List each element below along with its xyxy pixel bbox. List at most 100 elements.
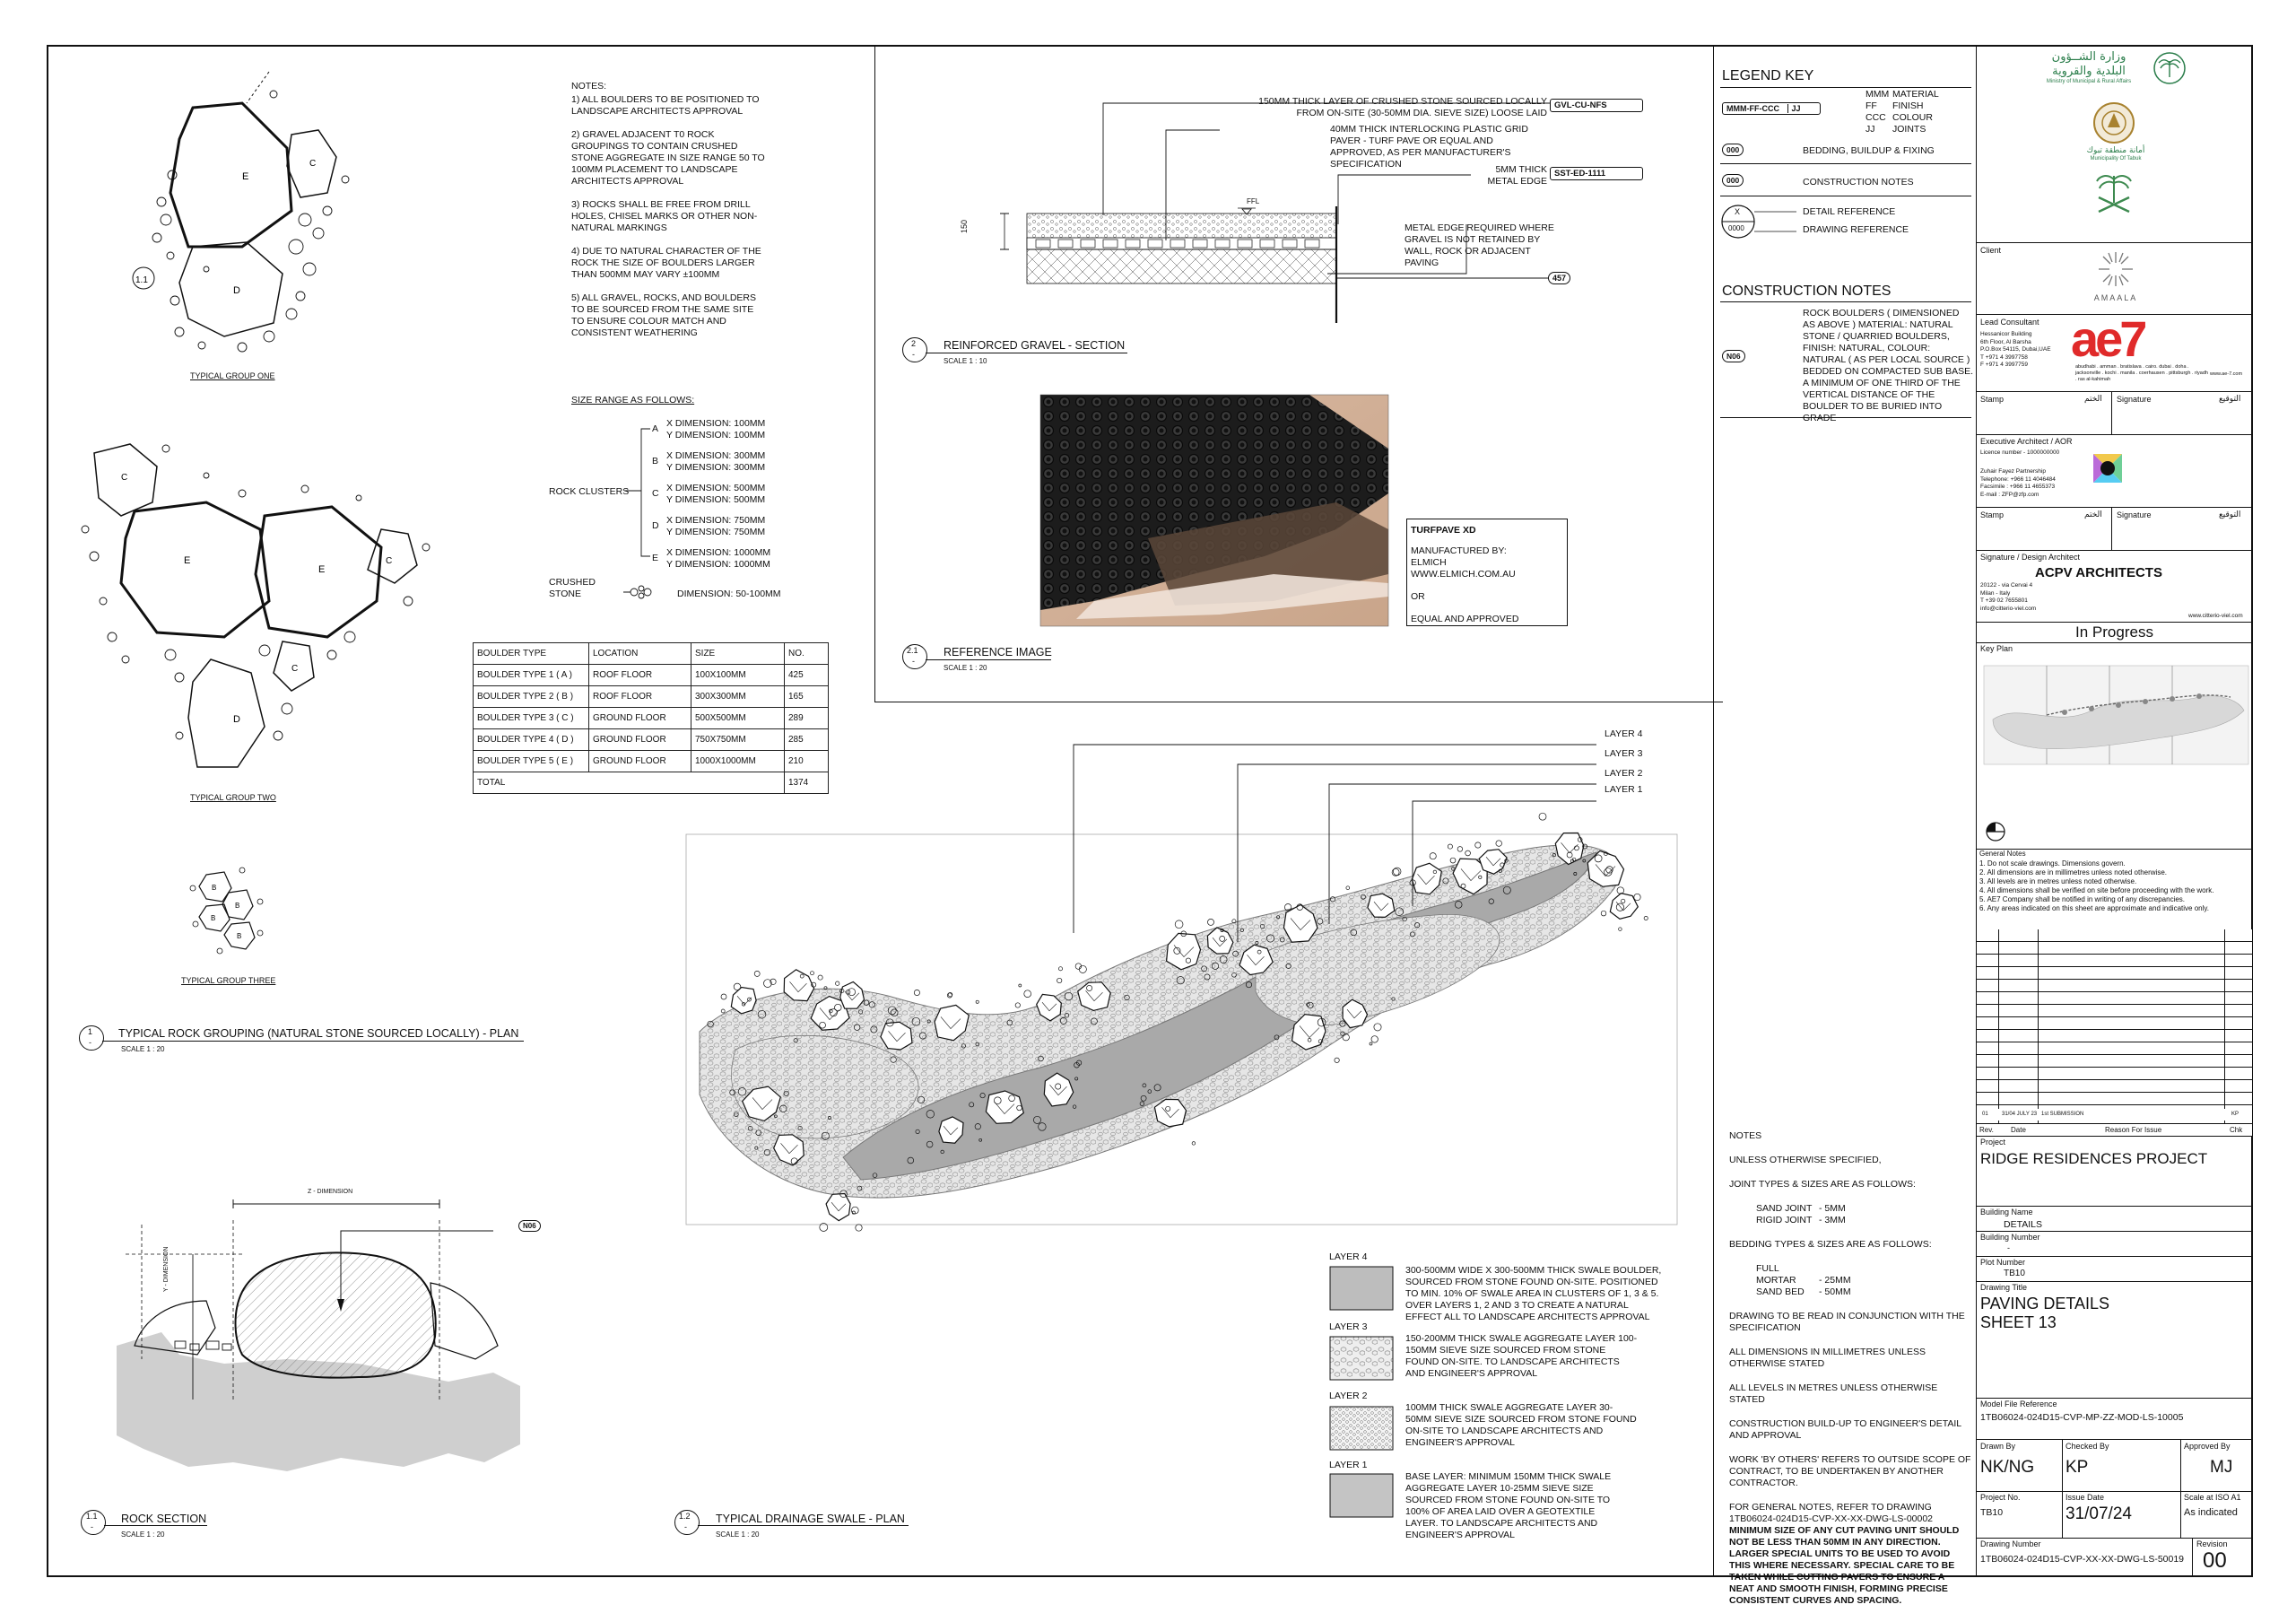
reinforced-gravel-section-drawing [1000, 102, 1614, 323]
swale-pebble [913, 990, 920, 996]
swale-pebble [1284, 903, 1292, 911]
project-no: TB10 [1980, 1507, 2004, 1518]
size-row-d: DX DIMENSION: 750mm Y DIMENSION: 750mm [652, 515, 766, 537]
swale-pebble [1474, 842, 1482, 849]
view1-scale: SCALE 1 : 20 [121, 1045, 165, 1053]
tb-rule-1 [1977, 242, 2252, 243]
boulder-schedule-table: BOULDER TYPE LOCATION SIZE NO. BOULDER TYPE… [473, 642, 829, 794]
lower-note-buildup: CONSTRUCTION BUILD-UP TO ENGINEER'S DETA… [1729, 1418, 1961, 1441]
swale-pebble [1373, 1023, 1382, 1032]
legend-column-divider [1713, 45, 1714, 1575]
svg-text:C: C [309, 159, 316, 169]
licence-number: Licence number - 1000000000 [1980, 449, 2060, 456]
view1-number: 1 [88, 1027, 93, 1036]
swale-pebble [1402, 916, 1407, 922]
signature-arabic: التوقيع [2219, 395, 2241, 404]
swale-pebble [1391, 997, 1396, 1001]
swale-pebble [1342, 1033, 1350, 1042]
swale-pebble [823, 986, 828, 990]
swale-pebble [793, 1038, 798, 1043]
swale-boulder [938, 1116, 964, 1144]
view12-title-underline [698, 1525, 909, 1526]
plot-number: TB10 [2004, 1269, 2025, 1278]
swale-pebble [1180, 930, 1187, 937]
swale-pebble [1574, 845, 1579, 851]
view2-title: REINFORCED GRAVEL - SECTION [944, 339, 1126, 352]
swale-pebble [870, 1025, 878, 1033]
revision-row: 01 31/04 JULY 23 1st SUBMISSION KP [1977, 1109, 2252, 1121]
drawn-checked-divider-1 [2062, 1439, 2063, 1538]
callout-plastic-grid: 40mm THICK INTERLOCKING PLASTIC GRID PAV… [1330, 124, 1528, 170]
table-row: BOULDER TYPE 3 ( C ) GROUND FLOOR 500X500m… [473, 707, 829, 729]
swale-pebble [1074, 963, 1083, 970]
swale-pebble [887, 1006, 897, 1016]
model-ref: 1TB06024-024D15-CVP-MP-ZZ-MOD-LS-10005 [1980, 1412, 2184, 1423]
swale-pebble [834, 1003, 842, 1012]
swale-pebble [1038, 1122, 1047, 1131]
zfp-logo-icon [2093, 454, 2122, 483]
swale-pebble [783, 1090, 789, 1096]
swale-pebble [868, 1001, 875, 1008]
swale-pebble [1274, 1034, 1280, 1041]
swale-pebble [741, 1002, 746, 1007]
swale-pebble [1231, 919, 1237, 924]
swale-pebble [819, 1223, 829, 1232]
ministry-logo: وزارة الشــؤون البلدية والقروية Ministry… [2039, 50, 2237, 95]
swale-pebble [845, 990, 851, 995]
revision-number: 00 [2203, 1548, 2227, 1573]
drawing-title-label: Drawing Title [1980, 1283, 2028, 1292]
svg-text:E: E [184, 555, 190, 566]
signature2-divider [2111, 507, 2112, 550]
swale-pebble [1064, 991, 1074, 1001]
key-plan-map [1983, 665, 2249, 765]
swale-pebble [978, 1138, 983, 1142]
signature2-arabic: التوقيع [2219, 510, 2241, 519]
model-ref-label: Model File Reference [1980, 1400, 2057, 1408]
revision-grid-col-1 [1998, 929, 1999, 1136]
swale-pebble [1370, 1035, 1378, 1043]
plan-notes-heading: NOTES: [571, 81, 607, 92]
swale-pebble [1605, 866, 1613, 874]
svg-text:B: B [212, 884, 216, 892]
swale-pebble [1259, 923, 1265, 929]
swale-pebble [917, 1095, 926, 1103]
swale-pebble [720, 1008, 726, 1014]
tb-rule-7 [1977, 622, 2252, 623]
lead-address: Hessanicor Building 6th Floor, Al Barsha P… [1980, 331, 2051, 368]
swale-pebble [1307, 1001, 1314, 1009]
tb-rule-9 [1977, 849, 2252, 850]
tb-rule-15 [1977, 1281, 2252, 1282]
swale-pebble [1006, 1019, 1013, 1026]
swale-pebble [918, 1032, 926, 1040]
swale-pebble [1038, 1055, 1044, 1062]
tb-rule-3 [1977, 391, 2252, 392]
swale-pebble [1498, 868, 1502, 874]
swale-pebble [1231, 972, 1237, 978]
tb-rule-16 [1977, 1398, 2252, 1399]
typical-group-one-drawing: E C D 1.1 [132, 71, 350, 353]
size-row-b: BX DIMENSION: 300mm Y DIMENSION: 300mm [652, 450, 766, 473]
general-note-1: 1. Do not scale drawings. Dimensions gov… [1979, 859, 2126, 868]
swale-pebble [1621, 898, 1626, 903]
swale-pebble [1633, 893, 1641, 902]
reference-or: OR [1411, 591, 1425, 602]
construction-notes-text: ROCK BOULDERS ( DIMENSIONED AS ABOVE ) M… [1803, 308, 1974, 423]
construction-notes-rule [1720, 301, 1971, 302]
swale-pebble [1257, 949, 1262, 955]
swale-pebble [1329, 896, 1336, 903]
swale-pebble [1142, 1083, 1147, 1088]
tag-sst-ed-1111: SST-ED-1111 [1550, 167, 1643, 180]
ffl-label: FFL [1247, 197, 1260, 205]
swale-pebble [799, 973, 804, 979]
swale-pebble [975, 1042, 980, 1047]
swale-boulder [1342, 998, 1369, 1029]
swale-pebble [1615, 903, 1624, 911]
swale-pebble [1204, 973, 1211, 981]
issue-date: 31/07/24 [2066, 1504, 2132, 1523]
swale-pebble [1211, 962, 1220, 970]
revision-grid-col-2 [2038, 929, 2039, 1136]
legend-layer2-desc: 100mm THICK SWALE AGGREGATE LAYER 30-50m… [1405, 1402, 1637, 1448]
plan-note-4: 4) DUE TO NATURAL CHARACTER OF THE ROCK … [571, 246, 761, 280]
swale-boulder [1411, 862, 1442, 895]
swale-pebble [829, 1008, 838, 1017]
